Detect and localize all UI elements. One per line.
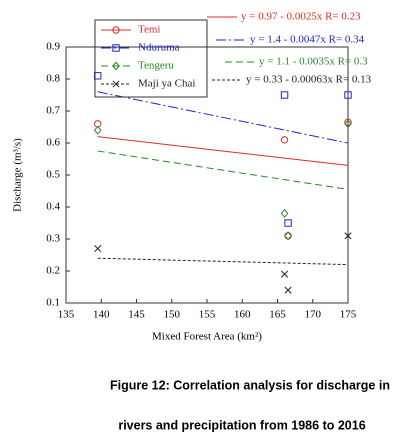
x-axis-label: Mixed Forest Area (km²) (152, 331, 262, 343)
marker (280, 136, 289, 144)
marker (280, 91, 289, 99)
x-tick-label: 135 (58, 309, 75, 321)
caption: Figure 12: Correlation analysis for disc… (110, 378, 390, 392)
y-tick-label: 0.8 (46, 73, 60, 85)
marker (344, 232, 352, 240)
x-tick-label: 140 (93, 309, 110, 321)
legend-label: Tengeru (138, 60, 174, 72)
equation-label: y = 0.33 - 0.00063x R= 0.13 (246, 74, 372, 86)
marker (112, 61, 120, 71)
y-tick-label: 0.6 (46, 137, 60, 149)
x-tick-label: 165 (269, 309, 286, 321)
trend-line (97, 136, 349, 166)
x-tick-label: 155 (199, 309, 216, 321)
marker (112, 80, 120, 88)
marker (344, 119, 352, 129)
equation-label: y = 1.1 - 0.0035x R= 0.3 (259, 56, 368, 68)
trend-line (97, 150, 349, 190)
y-tick-label: 0.7 (46, 105, 60, 117)
y-axis-label: Discharge (m³/s) (12, 138, 24, 212)
marker (344, 91, 352, 99)
marker (284, 286, 292, 294)
x-tick-label: 150 (164, 309, 181, 321)
marker (280, 208, 289, 218)
x-tick-label: 170 (305, 309, 322, 321)
marker (94, 245, 102, 253)
y-tick-label: 0.1 (46, 297, 60, 309)
caption: rivers and precipitation from 1986 to 20… (118, 418, 365, 432)
y-tick-label: 0.2 (46, 265, 60, 277)
trend-line (97, 91, 349, 144)
legend-label: Temi (138, 24, 160, 36)
x-tick-label: 175 (340, 309, 357, 321)
legend-box (94, 19, 208, 98)
y-tick-label: 0.4 (46, 201, 60, 213)
y-tick-label: 0.3 (46, 233, 60, 245)
equation-label: y = 1.4 - 0.0047x R= 0.34 (250, 34, 365, 46)
x-tick-label: 160 (234, 309, 251, 321)
marker (93, 125, 102, 135)
y-tick-label: 0.9 (46, 41, 60, 53)
legend-label: Nduruma (138, 42, 180, 54)
marker (284, 219, 292, 227)
y-tick-label: 0.5 (46, 169, 60, 181)
legend-label: Maji ya Chai (138, 78, 195, 90)
marker (284, 232, 292, 240)
equation-label: y = 0.97 - 0.0025x R= 0.23 (241, 11, 361, 23)
trend-line (97, 257, 349, 266)
marker (112, 26, 120, 34)
marker (344, 118, 352, 126)
marker (280, 270, 289, 278)
marker (112, 44, 120, 52)
x-tick-label: 145 (128, 309, 145, 321)
marker (284, 231, 292, 241)
